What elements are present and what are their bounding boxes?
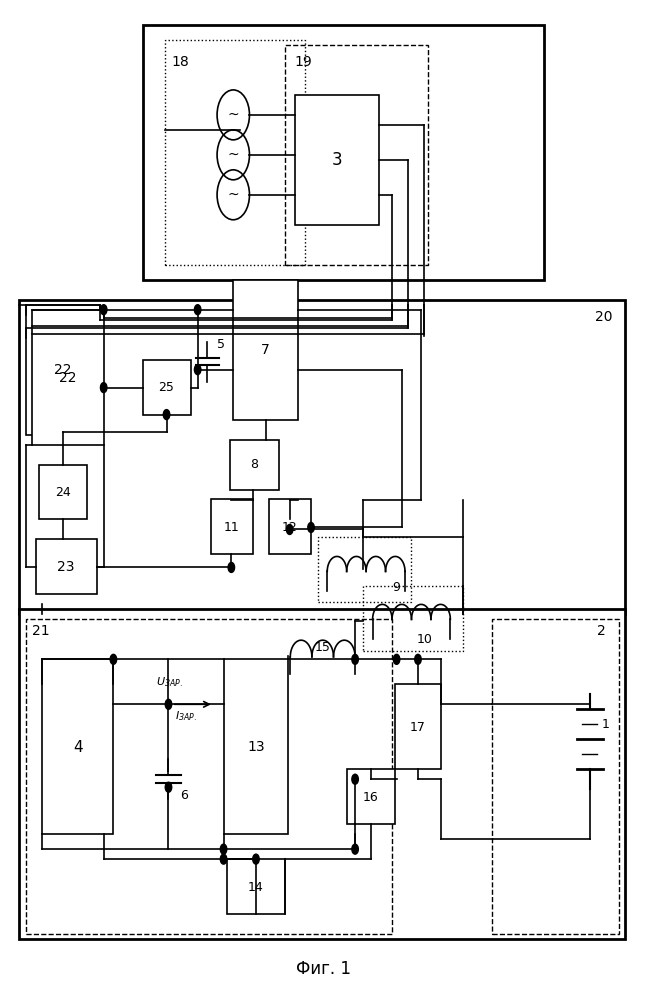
Bar [165,40,305,265]
Bar [224,659,288,834]
Text: 10: 10 [417,633,432,646]
Text: 13: 13 [247,740,265,754]
Text: 23: 23 [57,560,75,574]
Text: 25: 25 [159,381,174,394]
Text: 24: 24 [55,486,71,500]
Bar [318,537,411,602]
Bar [36,539,97,594]
Text: 15: 15 [315,641,330,654]
Text: 1: 1 [601,717,609,731]
Bar [143,25,544,280]
Text: ~: ~ [227,148,239,162]
Text: Фиг. 1: Фиг. 1 [297,960,351,978]
Circle shape [352,844,358,854]
Circle shape [220,844,227,854]
Bar [295,95,379,225]
Text: 8: 8 [250,458,258,472]
Text: 18: 18 [172,55,189,69]
Text: 5: 5 [217,338,225,352]
Circle shape [352,774,358,784]
Text: 19: 19 [295,55,312,69]
Bar [26,305,100,435]
Text: $I_{ЗАР.}$: $I_{ЗАР.}$ [175,709,197,723]
Text: 20: 20 [595,310,612,324]
Circle shape [110,654,117,664]
Text: 6: 6 [180,789,188,802]
Text: 14: 14 [248,880,264,894]
Bar [39,465,87,519]
Bar [492,619,619,934]
Bar [211,500,253,554]
Text: 11: 11 [224,520,239,534]
Text: 16: 16 [363,790,378,804]
Bar [347,769,395,824]
Text: 22: 22 [59,371,77,385]
Bar [269,500,311,554]
Text: 21: 21 [32,624,50,638]
Circle shape [100,383,107,393]
Bar [230,440,279,490]
Text: ~: ~ [227,108,239,122]
Circle shape [286,524,293,534]
Circle shape [228,562,235,572]
Text: 12: 12 [282,520,297,534]
Circle shape [352,654,358,664]
Text: $U_{ЗАР.}$: $U_{ЗАР.}$ [156,675,182,689]
Text: 3: 3 [332,151,342,169]
Text: 4: 4 [73,739,82,755]
Circle shape [393,654,400,664]
Circle shape [163,410,170,420]
Bar [32,310,104,445]
Text: ~: ~ [227,188,239,202]
Circle shape [100,305,107,315]
Text: 22: 22 [54,363,72,377]
Bar [42,659,113,834]
Circle shape [220,854,227,864]
Bar [233,280,298,420]
Bar [143,360,191,415]
Text: 9: 9 [392,581,400,594]
Bar [19,300,625,614]
Text: 2: 2 [597,624,606,638]
Bar [26,619,392,934]
Text: 17: 17 [410,720,426,734]
Circle shape [253,854,259,864]
Circle shape [165,782,172,792]
Bar [227,859,285,914]
Bar [363,586,463,651]
Circle shape [415,654,421,664]
Bar [285,45,428,265]
Circle shape [194,305,201,315]
Bar [395,684,441,769]
Bar [19,609,625,939]
Circle shape [194,365,201,375]
Circle shape [165,699,172,709]
Circle shape [308,522,314,532]
Text: 7: 7 [261,343,270,357]
